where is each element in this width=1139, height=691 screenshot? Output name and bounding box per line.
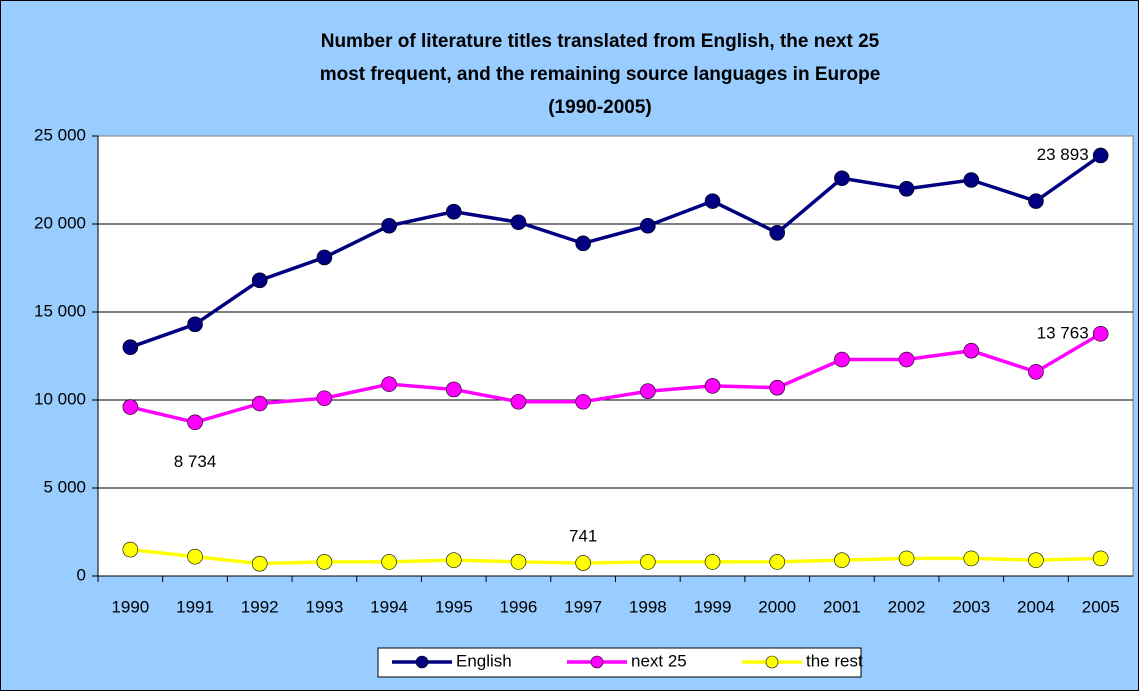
data-point [187,316,203,333]
data-point [704,378,721,394]
legend-label: next 25 [631,651,687,670]
data-point [187,414,203,431]
data-point [445,381,462,398]
x-tick-label: 1995 [435,597,473,616]
y-tick-label: 20 000 [34,213,86,232]
x-tick-label: 2000 [758,597,796,616]
data-point [963,342,980,359]
data-point [575,393,591,410]
x-tick-label: 2004 [1017,597,1055,616]
data-point [122,339,139,356]
data-point [122,399,139,415]
x-tick-label: 2003 [952,597,990,616]
data-point [316,390,333,407]
x-tick-label: 2005 [1082,597,1120,616]
x-tick-label: 2001 [823,597,861,616]
data-point [575,555,591,571]
data-point [898,550,915,567]
data-point [1028,552,1044,568]
data-point [251,395,268,412]
x-tick-label: 2002 [888,597,926,616]
data-point [834,351,850,368]
data-label: 13 763 [1037,323,1089,342]
data-label: 8 734 [174,452,217,471]
data-label: 23 893 [1037,145,1089,164]
legend-label: English [456,651,512,670]
series-line [129,154,1102,349]
data-point [316,249,333,266]
data-point [769,225,786,241]
x-tick-label: 1996 [500,597,538,616]
y-tick-label: 25 000 [34,125,86,144]
y-tick-label: 10 000 [34,389,86,408]
plot-area [97,135,1134,577]
data-point [510,554,527,570]
y-tick-label: 0 [77,565,86,584]
data-label: 741 [569,526,597,545]
data-point [1092,550,1109,567]
chart-title: most frequent, and the remaining source … [320,64,881,85]
x-tick-label: 1999 [694,597,732,616]
data-point [640,554,656,570]
data-point [510,393,527,410]
data-point [445,203,462,220]
chart-title: Number of literature titles translated f… [321,31,880,52]
legend-marker [765,655,779,669]
data-point [251,555,268,572]
series-line [130,547,1101,566]
data-point [445,552,462,568]
data-point [704,554,721,570]
data-point [1092,147,1109,164]
data-point [381,376,397,392]
data-point [187,548,203,565]
legend-marker [590,655,604,669]
x-tick-label: 1994 [370,597,408,616]
data-point [898,351,915,368]
data-point [834,552,850,568]
chart-title: (1990-2005) [548,97,652,118]
data-point [834,170,850,187]
y-tick-label: 5 000 [43,477,86,496]
legend-marker [415,655,429,669]
data-point [575,235,591,252]
data-point [381,554,397,570]
data-point [381,217,397,234]
data-point [1028,364,1044,380]
series-line [129,332,1102,425]
data-point [963,550,980,567]
x-tick-label: 1997 [564,597,602,616]
data-point [251,272,268,289]
data-point [316,554,333,570]
data-point [898,181,915,197]
x-tick-label: 1993 [305,597,343,616]
data-point [769,379,786,396]
x-tick-label: 1991 [176,597,214,616]
data-point [1028,193,1044,209]
data-point [704,193,721,209]
y-tick-label: 15 000 [34,301,86,320]
x-tick-label: 1992 [241,597,279,616]
data-point [122,541,139,558]
data-point [510,214,527,231]
data-point [640,383,656,400]
x-tick-label: 1998 [629,597,667,616]
data-point [769,554,786,570]
data-point [1092,325,1109,342]
x-tick-label: 1990 [111,597,149,616]
data-point [640,217,656,234]
legend-label: the rest [806,651,863,670]
data-point [963,172,980,188]
